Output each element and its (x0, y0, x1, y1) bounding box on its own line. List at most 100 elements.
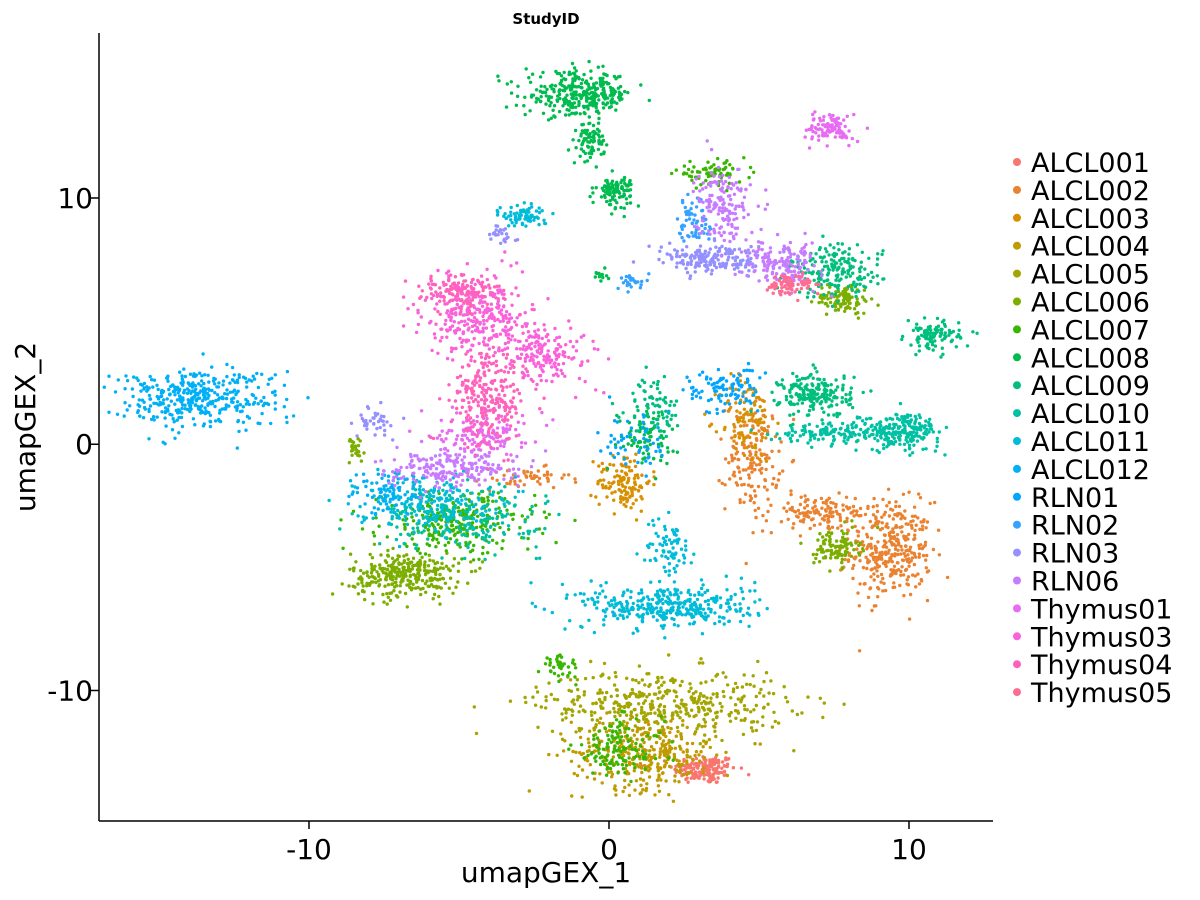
point-ALCL011 (678, 610, 682, 614)
point-ALCL010 (869, 424, 873, 429)
point-ALCL005 (742, 673, 746, 677)
point-ALCL002 (764, 467, 768, 472)
point-ALCL010 (935, 436, 939, 441)
point-ALCL002 (926, 569, 931, 573)
point-ALCL005 (656, 675, 660, 680)
point-ALCL004 (656, 784, 661, 788)
point-ALCL007 (605, 758, 609, 762)
point-ALCL002 (906, 583, 910, 587)
point-ALCL004 (714, 734, 718, 739)
point-ALCL007 (446, 540, 451, 545)
point-ALCL002 (789, 489, 793, 493)
point-ALCL007 (671, 758, 675, 762)
point-ALCL005 (702, 699, 706, 704)
point-ALCL009 (809, 372, 813, 377)
point-ALCL010 (435, 507, 439, 512)
point-ALCL002 (911, 519, 915, 523)
point-ALCL005 (671, 711, 675, 715)
point-ALCL006 (398, 584, 402, 588)
point-ALCL004 (674, 734, 678, 738)
point-ALCL011 (738, 602, 742, 606)
point-ALCL005 (662, 708, 666, 713)
point-ALCL003 (630, 493, 634, 498)
point-ALCL010 (491, 516, 495, 520)
point-ALCL006 (849, 554, 853, 558)
point-ALCL010 (447, 493, 452, 498)
point-ALCL009 (876, 252, 880, 256)
point-ALCL010 (891, 432, 895, 436)
point-ALCL009 (795, 374, 799, 379)
point-ALCL003 (631, 486, 635, 490)
point-ALCL008 (592, 139, 597, 143)
point-ALCL007 (615, 741, 619, 745)
point-ALCL011 (639, 588, 644, 592)
point-ALCL002 (798, 511, 802, 516)
point-ALCL002 (909, 523, 914, 528)
point-ALCL008 (615, 101, 619, 106)
point-ALCL007 (609, 724, 613, 728)
point-ALCL005 (736, 711, 741, 715)
point-ALCL001 (707, 768, 712, 772)
point-ALCL010 (909, 418, 913, 422)
point-ALCL007 (606, 753, 610, 757)
point-ALCL009 (836, 300, 840, 304)
point-ALCL007 (438, 526, 443, 530)
point-ALCL007 (704, 178, 708, 183)
point-ALCL010 (875, 448, 879, 453)
point-ALCL002 (889, 507, 893, 511)
point-ALCL005 (743, 707, 747, 712)
point-ALCL002 (907, 564, 911, 568)
point-ALCL006 (349, 439, 353, 443)
point-ALCL011 (654, 606, 659, 610)
point-ALCL011 (758, 598, 762, 602)
point-ALCL010 (854, 424, 859, 428)
point-ALCL006 (356, 592, 361, 596)
point-ALCL004 (657, 789, 662, 793)
point-ALCL008 (628, 194, 632, 199)
point-ALCL004 (707, 737, 711, 742)
point-ALCL001 (725, 764, 729, 769)
point-ALCL009 (657, 404, 662, 409)
point-ALCL002 (867, 543, 871, 547)
point-ALCL002 (766, 509, 770, 514)
point-ALCL010 (453, 506, 457, 510)
point-ALCL005 (641, 701, 646, 705)
point-ALCL006 (384, 575, 388, 579)
point-ALCL011 (726, 598, 730, 602)
point-ALCL008 (626, 183, 631, 187)
point-ALCL004 (653, 793, 657, 797)
point-ALCL004 (679, 735, 683, 739)
point-ALCL007 (507, 527, 511, 532)
point-ALCL002 (887, 500, 891, 505)
point-ALCL005 (770, 725, 775, 729)
point-ALCL008 (621, 194, 625, 199)
point-ALCL007 (490, 538, 495, 542)
point-ALCL006 (828, 300, 833, 305)
point-ALCL009 (835, 396, 839, 400)
point-ALCL005 (821, 715, 825, 720)
point-ALCL002 (823, 514, 827, 518)
point-ALCL008 (608, 85, 613, 90)
point-ALCL010 (812, 436, 817, 440)
point-ALCL011 (646, 602, 650, 606)
point-ALCL006 (841, 302, 845, 306)
point-ALCL004 (580, 768, 585, 772)
point-ALCL011 (640, 619, 644, 623)
point-ALCL009 (848, 390, 853, 395)
point-ALCL005 (751, 720, 756, 724)
point-ALCL007 (624, 763, 629, 768)
point-ALCL008 (616, 86, 621, 90)
point-ALCL002 (762, 485, 767, 489)
point-ALCL007 (594, 744, 599, 748)
point-ALCL003 (652, 482, 656, 487)
point-ALCL005 (637, 681, 641, 685)
point-ALCL008 (620, 186, 624, 191)
point-ALCL004 (527, 789, 531, 793)
point-ALCL009 (855, 243, 860, 247)
point-ALCL002 (893, 554, 897, 558)
point-ALCL002 (887, 548, 891, 552)
point-ALCL005 (718, 701, 722, 706)
point-ALCL009 (805, 295, 810, 299)
point-ALCL008 (553, 84, 558, 88)
